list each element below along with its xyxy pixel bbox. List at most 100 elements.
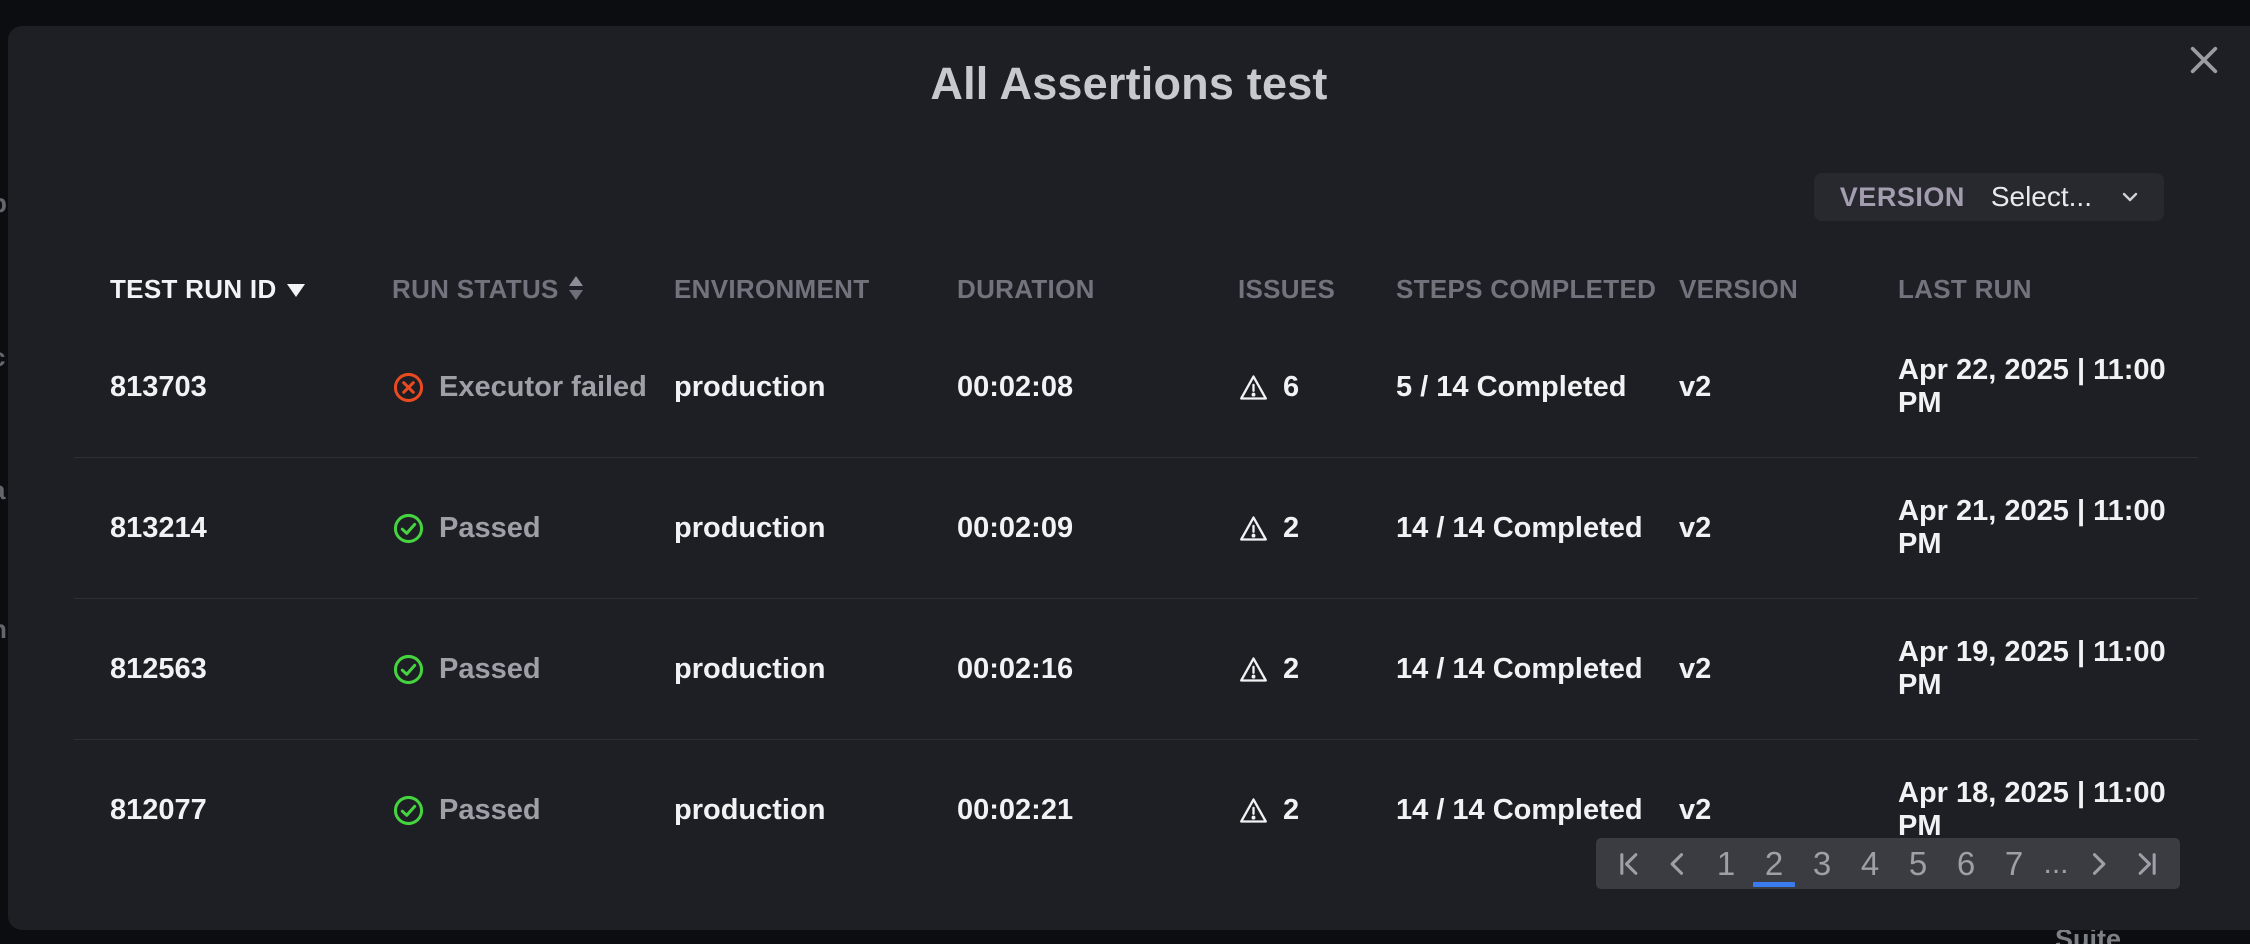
cell-environment: production [674, 370, 826, 403]
cell-duration: 00:02:21 [957, 793, 1074, 826]
column-header-last-run[interactable]: LAST RUN [1898, 274, 2198, 305]
issues-count: 2 [1283, 511, 1300, 544]
status-label: Passed [439, 652, 541, 685]
column-label: DURATION [957, 273, 1095, 304]
pagination-bar: 1 2 3 4 5 6 7 ... [1596, 838, 2180, 889]
cell-steps-completed: 14 / 14 Completed [1396, 511, 1643, 544]
background-text-fragment: a [0, 475, 5, 506]
chevron-right-icon [2084, 850, 2112, 878]
pagination-last-button[interactable] [2125, 838, 2167, 889]
column-header-duration[interactable]: DURATION [957, 274, 1238, 305]
table-row[interactable]: 813703 Executor failed production 00:02:… [110, 317, 2198, 457]
column-label: STEPS COMPLETED [1396, 273, 1657, 304]
chevron-down-icon [2118, 185, 2142, 209]
sort-both-icon [568, 276, 583, 300]
issues-count: 6 [1283, 370, 1300, 403]
column-label: RUN STATUS [392, 273, 559, 304]
close-icon [2187, 43, 2221, 77]
cell-issues: 2 [1238, 653, 1396, 686]
test-runs-table: TEST RUN ID RUN STATUS ENVIRONMENT DURAT… [74, 261, 2198, 880]
pagination-page-5[interactable]: 5 [1897, 838, 1939, 889]
cell-run-status: Passed [392, 653, 674, 686]
row-divider [74, 457, 2198, 458]
pagination-next-button[interactable] [2077, 838, 2119, 889]
warning-triangle-icon [1238, 372, 1269, 403]
sort-desc-icon [286, 284, 305, 297]
pagination-page-2-current[interactable]: 2 [1753, 838, 1795, 889]
cell-duration: 00:02:16 [957, 652, 1074, 685]
status-failed-icon [392, 371, 425, 404]
cell-last-run: Apr 21, 2025 | 11:00 PM [1898, 495, 2166, 560]
pagination-page-4[interactable]: 4 [1849, 838, 1891, 889]
status-passed-icon [392, 512, 425, 545]
background-text-fragment: p [0, 188, 7, 219]
status-passed-icon [392, 653, 425, 686]
column-header-environment[interactable]: ENVIRONMENT [674, 274, 957, 305]
status-passed-icon [392, 794, 425, 827]
version-filter-select[interactable]: VERSION Select... [1813, 173, 2164, 221]
cell-test-run-id: 812563 [110, 652, 207, 685]
table-header-row: TEST RUN ID RUN STATUS ENVIRONMENT DURAT… [110, 261, 2198, 317]
cell-run-status: Passed [392, 794, 674, 827]
row-divider [74, 739, 2198, 740]
cell-version: v2 [1679, 793, 1712, 826]
cell-duration: 00:02:08 [957, 370, 1074, 403]
warning-triangle-icon [1238, 795, 1269, 826]
cell-version: v2 [1679, 511, 1712, 544]
cell-steps-completed: 5 / 14 Completed [1396, 370, 1627, 403]
all-assertions-modal: All Assertions test VERSION Select... TE… [8, 26, 2250, 930]
cell-last-run: Apr 18, 2025 | 11:00 PM [1898, 777, 2166, 842]
background-text-fragment: n [0, 614, 7, 645]
table-row[interactable]: 813214 Passed production 00:02:09 2 [110, 458, 2198, 598]
pagination-page-3[interactable]: 3 [1801, 838, 1843, 889]
pagination-prev-button[interactable] [1657, 838, 1699, 889]
row-divider [74, 598, 2198, 599]
page-title: All Assertions test [930, 58, 1328, 109]
status-label: Executor failed [439, 370, 647, 403]
pagination-first-button[interactable] [1609, 838, 1651, 889]
status-label: Passed [439, 511, 541, 544]
cell-steps-completed: 14 / 14 Completed [1396, 793, 1643, 826]
cell-version: v2 [1679, 652, 1712, 685]
column-header-test-run-id[interactable]: TEST RUN ID [110, 274, 392, 305]
cell-version: v2 [1679, 370, 1712, 403]
column-label: TEST RUN ID [110, 273, 277, 304]
cell-last-run: Apr 22, 2025 | 11:00 PM [1898, 354, 2166, 419]
column-label: ENVIRONMENT [674, 273, 870, 304]
column-header-issues[interactable]: ISSUES [1238, 274, 1396, 305]
close-button[interactable] [2178, 34, 2230, 86]
version-filter-label: VERSION [1839, 181, 1965, 212]
cell-steps-completed: 14 / 14 Completed [1396, 652, 1643, 685]
cell-test-run-id: 813703 [110, 370, 207, 403]
status-label: Passed [439, 793, 541, 826]
table-row[interactable]: 812563 Passed production 00:02:16 2 [110, 599, 2198, 739]
cell-last-run: Apr 19, 2025 | 11:00 PM [1898, 636, 2166, 701]
column-label: LAST RUN [1898, 273, 2032, 304]
pagination-page-1[interactable]: 1 [1705, 838, 1747, 889]
issues-count: 2 [1283, 793, 1300, 826]
column-header-run-status[interactable]: RUN STATUS [392, 274, 674, 305]
cell-issues: 2 [1238, 794, 1396, 827]
version-filter-value: Select... [1990, 181, 2092, 212]
cell-issues: 6 [1238, 371, 1396, 404]
column-label: VERSION [1679, 273, 1799, 304]
cell-issues: 2 [1238, 512, 1396, 545]
chevron-left-icon [1664, 850, 1692, 878]
column-header-steps-completed[interactable]: STEPS COMPLETED [1396, 274, 1679, 305]
cell-environment: production [674, 793, 826, 826]
cell-run-status: Passed [392, 512, 674, 545]
cell-environment: production [674, 652, 826, 685]
pagination-page-7[interactable]: 7 [1993, 838, 2035, 889]
cell-test-run-id: 813214 [110, 511, 207, 544]
pagination-page-6[interactable]: 6 [1945, 838, 1987, 889]
table-row[interactable]: 812077 Passed production 00:02:21 2 [110, 740, 2198, 880]
background-text-fragment: c [0, 342, 5, 373]
first-page-icon [1616, 850, 1644, 878]
cell-duration: 00:02:09 [957, 511, 1074, 544]
column-header-version[interactable]: VERSION [1679, 274, 1898, 305]
pagination-ellipsis: ... [2041, 838, 2071, 889]
column-label: ISSUES [1238, 273, 1336, 304]
cell-test-run-id: 812077 [110, 793, 207, 826]
cell-environment: production [674, 511, 826, 544]
warning-triangle-icon [1238, 654, 1269, 685]
